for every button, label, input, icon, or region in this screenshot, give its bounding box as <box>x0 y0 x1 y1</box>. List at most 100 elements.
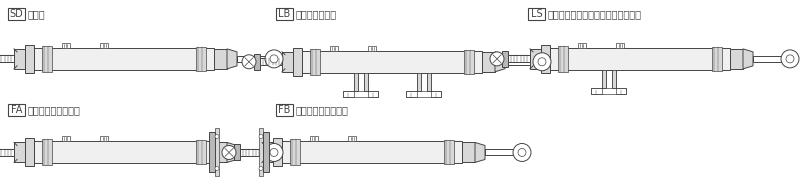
Bar <box>240 149 262 156</box>
Circle shape <box>215 167 219 170</box>
Bar <box>196 141 206 164</box>
Bar <box>293 48 302 76</box>
Bar <box>482 52 495 72</box>
Circle shape <box>270 148 278 157</box>
Bar <box>348 136 356 141</box>
Bar <box>215 129 219 176</box>
Bar <box>530 49 541 69</box>
Circle shape <box>259 167 263 170</box>
Bar <box>34 48 214 70</box>
Bar <box>214 142 227 163</box>
Text: LS: LS <box>530 9 542 19</box>
Text: ヘッド側フランジ形: ヘッド側フランジ形 <box>296 105 349 115</box>
Polygon shape <box>227 49 237 69</box>
Bar <box>25 138 34 167</box>
Text: 基本形: 基本形 <box>28 9 46 19</box>
Bar <box>263 132 269 173</box>
Text: 軸方向フート形: 軸方向フート形 <box>296 9 337 19</box>
Circle shape <box>533 53 551 71</box>
Bar <box>209 132 215 173</box>
Circle shape <box>270 55 278 63</box>
Bar <box>34 141 214 163</box>
Text: SD: SD <box>10 9 23 19</box>
Bar <box>290 140 300 165</box>
Bar <box>0 149 14 156</box>
Bar <box>14 142 25 163</box>
Bar <box>42 46 52 72</box>
Bar <box>8 8 25 20</box>
Bar <box>462 142 475 163</box>
Bar <box>310 49 320 75</box>
Circle shape <box>538 58 546 66</box>
Bar <box>62 43 70 48</box>
Bar <box>100 43 108 48</box>
Polygon shape <box>743 49 753 69</box>
Bar <box>62 136 70 141</box>
Bar <box>214 49 227 69</box>
Circle shape <box>513 143 531 162</box>
Bar <box>259 129 263 176</box>
Bar <box>254 54 260 70</box>
Text: ロッド側フランジ形: ロッド側フランジ形 <box>28 105 81 115</box>
Bar <box>730 49 743 69</box>
Bar <box>42 140 52 165</box>
Bar <box>343 91 378 97</box>
Bar <box>712 47 722 71</box>
Circle shape <box>259 135 263 138</box>
Bar <box>444 141 454 164</box>
Bar <box>196 47 206 71</box>
Bar <box>368 46 376 51</box>
Text: FA: FA <box>11 105 22 115</box>
Bar <box>406 91 441 97</box>
Bar <box>528 8 545 20</box>
Bar <box>276 8 293 20</box>
Bar <box>14 49 25 69</box>
Bar <box>753 56 781 62</box>
Circle shape <box>518 148 526 157</box>
Bar <box>310 136 318 141</box>
Circle shape <box>781 50 799 68</box>
Bar <box>237 149 265 156</box>
Circle shape <box>265 143 283 162</box>
Bar <box>363 73 367 91</box>
Bar <box>237 56 265 62</box>
Bar <box>426 73 430 91</box>
Bar <box>100 136 108 141</box>
Text: 軸方向フート形（オーダーメイド）: 軸方向フート形（オーダーメイド） <box>548 9 642 19</box>
Bar <box>0 55 14 62</box>
Circle shape <box>265 50 283 68</box>
Bar <box>502 51 508 67</box>
Bar <box>550 48 730 70</box>
Bar <box>558 46 568 72</box>
Bar <box>591 88 626 94</box>
Circle shape <box>490 52 504 66</box>
Bar <box>276 104 293 116</box>
Bar <box>330 46 338 51</box>
Bar <box>25 45 34 73</box>
Bar <box>234 145 240 160</box>
Circle shape <box>242 55 256 69</box>
Bar <box>485 149 513 156</box>
Text: LB: LB <box>278 9 290 19</box>
Circle shape <box>222 146 236 159</box>
Polygon shape <box>475 142 485 163</box>
Bar <box>354 73 358 91</box>
Bar <box>8 104 25 116</box>
Polygon shape <box>495 52 505 72</box>
Bar <box>541 45 550 73</box>
Bar <box>508 55 530 62</box>
Circle shape <box>786 55 794 63</box>
Bar <box>417 73 421 91</box>
Bar <box>602 70 606 88</box>
Circle shape <box>215 135 219 138</box>
Bar <box>616 43 624 48</box>
Bar <box>464 50 474 74</box>
Bar <box>260 58 282 65</box>
Bar <box>282 141 462 163</box>
Bar <box>611 70 615 88</box>
Bar <box>262 142 273 163</box>
Bar <box>302 51 482 73</box>
Text: FB: FB <box>278 105 290 115</box>
Polygon shape <box>227 142 237 163</box>
Bar <box>273 138 282 167</box>
